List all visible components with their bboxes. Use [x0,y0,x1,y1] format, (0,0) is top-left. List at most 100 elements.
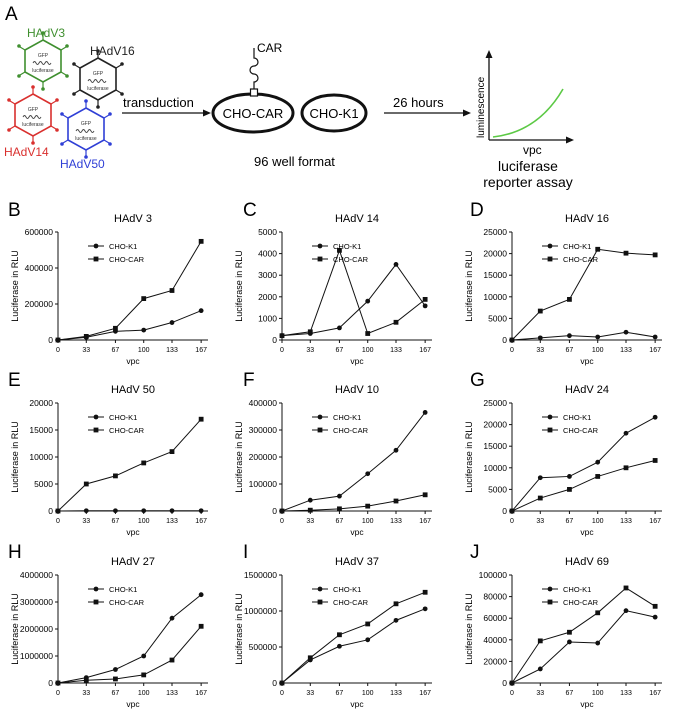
x-tick-label: 100 [138,347,150,354]
x-tick-label: 100 [138,690,150,697]
x-tick-label: 0 [280,518,284,525]
y-axis-label: Luciferase in RLU [464,250,474,322]
data-point [567,474,572,479]
chart-panel-f: F HAdV 10 0 100000 200000 300000 400000 0 33 67 10… [234,370,432,537]
series-line [511,331,656,341]
y-tick-label: 400000 [25,263,54,273]
y-tick-label: 5000 [258,227,277,237]
legend-marker [317,414,323,420]
x-tick-label: 0 [280,347,284,354]
data-point [652,414,658,420]
data-point [393,262,399,267]
chart-title: HAdV 69 [565,556,609,568]
x-tick-label: 0 [56,690,60,697]
x-tick-label: 67 [112,347,120,354]
virus-hadv50: GFP luciferase HAdV50 [60,99,112,171]
data-point [55,508,61,514]
virus-gfp-hadv50: GFP [81,121,92,127]
data-point [537,666,543,672]
chart-panel-g: G HAdV 24 0 5000 10000 15000 20000 25000 0 33 67 10… [464,370,662,537]
series-line [281,591,426,684]
x-tick-label: 167 [195,518,207,525]
data-point [337,643,342,649]
data-point [365,637,371,643]
data-point [337,325,342,331]
x-tick-label: 133 [166,690,178,697]
data-point [623,585,629,591]
data-point [393,447,399,453]
x-tick-label: 167 [195,690,207,697]
x-tick-label: 167 [649,690,661,697]
x-tick-label: 167 [419,347,431,354]
genome-coil-icon [87,79,107,83]
panel-label-j: J [470,542,480,563]
data-point [422,410,428,415]
y-axis-label: Luciferase in RLU [10,593,20,665]
y-tick-label: 0 [48,335,53,345]
data-point [623,329,629,335]
chart-title: HAdV 24 [565,384,609,396]
data-point [567,639,572,645]
series-line [281,248,426,337]
x-axis-label: vpc [350,699,364,709]
series-line [511,416,656,512]
data-point [55,680,61,686]
legend-label: CHO-CAR [333,598,369,607]
data-point [567,487,572,492]
data-point [365,621,371,627]
legend-label: CHO-K1 [333,585,361,594]
x-tick-label: 33 [536,690,544,697]
x-tick-label: 167 [649,347,661,354]
series-line [281,494,426,512]
series-cho-car [509,246,658,343]
y-tick-label: 1000000 [244,606,277,616]
cho-k1-cell [300,93,368,133]
x-tick-label: 0 [280,690,284,697]
x-tick-label: 33 [306,347,314,354]
y-tick-label: 500000 [249,642,278,652]
x-tick-label: 67 [112,518,120,525]
car-label: CAR [257,41,283,55]
x-tick-label: 100 [592,347,604,354]
arrowhead-icon [566,136,574,144]
data-point [55,337,61,343]
y-tick-label: 0 [48,678,53,688]
y-tick-label: 20000 [483,420,507,430]
y-tick-label: 20000 [483,249,507,259]
series-cho-car [55,416,204,514]
virus-luc-hadv16: luciferase [87,86,109,92]
legend-marker [317,256,323,262]
series-cho-car [55,623,204,686]
y-axis-label: Luciferase in RLU [234,250,244,322]
y-tick-label: 0 [502,678,507,688]
chart-title: HAdV 16 [565,213,609,225]
genome-coil-icon [75,129,95,133]
assay-title-line2: reporter assay [483,174,572,190]
data-point [113,676,118,682]
y-tick-label: 15000 [29,425,53,435]
y-tick-label: 400000 [249,398,278,408]
data-point [113,667,118,672]
x-tick-label: 33 [82,690,90,697]
y-tick-label: 2000 [258,292,277,302]
y-tick-label: 5000 [488,313,507,323]
data-point [337,632,342,638]
virus-luc-hadv14: luciferase [22,122,44,128]
assay-ylabel: luminescence [476,76,487,138]
y-axis-label: Luciferase in RLU [464,593,474,665]
y-tick-label: 20000 [483,656,507,666]
data-point [393,498,399,504]
data-point [509,337,515,343]
data-point [365,298,371,304]
chart-title: HAdV 37 [335,556,379,568]
panel-label-d: D [470,200,484,221]
data-point [169,615,175,621]
x-tick-label: 133 [620,690,632,697]
x-tick-label: 33 [536,347,544,354]
data-point [198,508,204,514]
y-tick-label: 10000 [29,452,53,462]
y-tick-label: 200000 [249,452,278,462]
series-line [57,241,202,341]
virus-capsid-hadv50 [67,107,105,151]
